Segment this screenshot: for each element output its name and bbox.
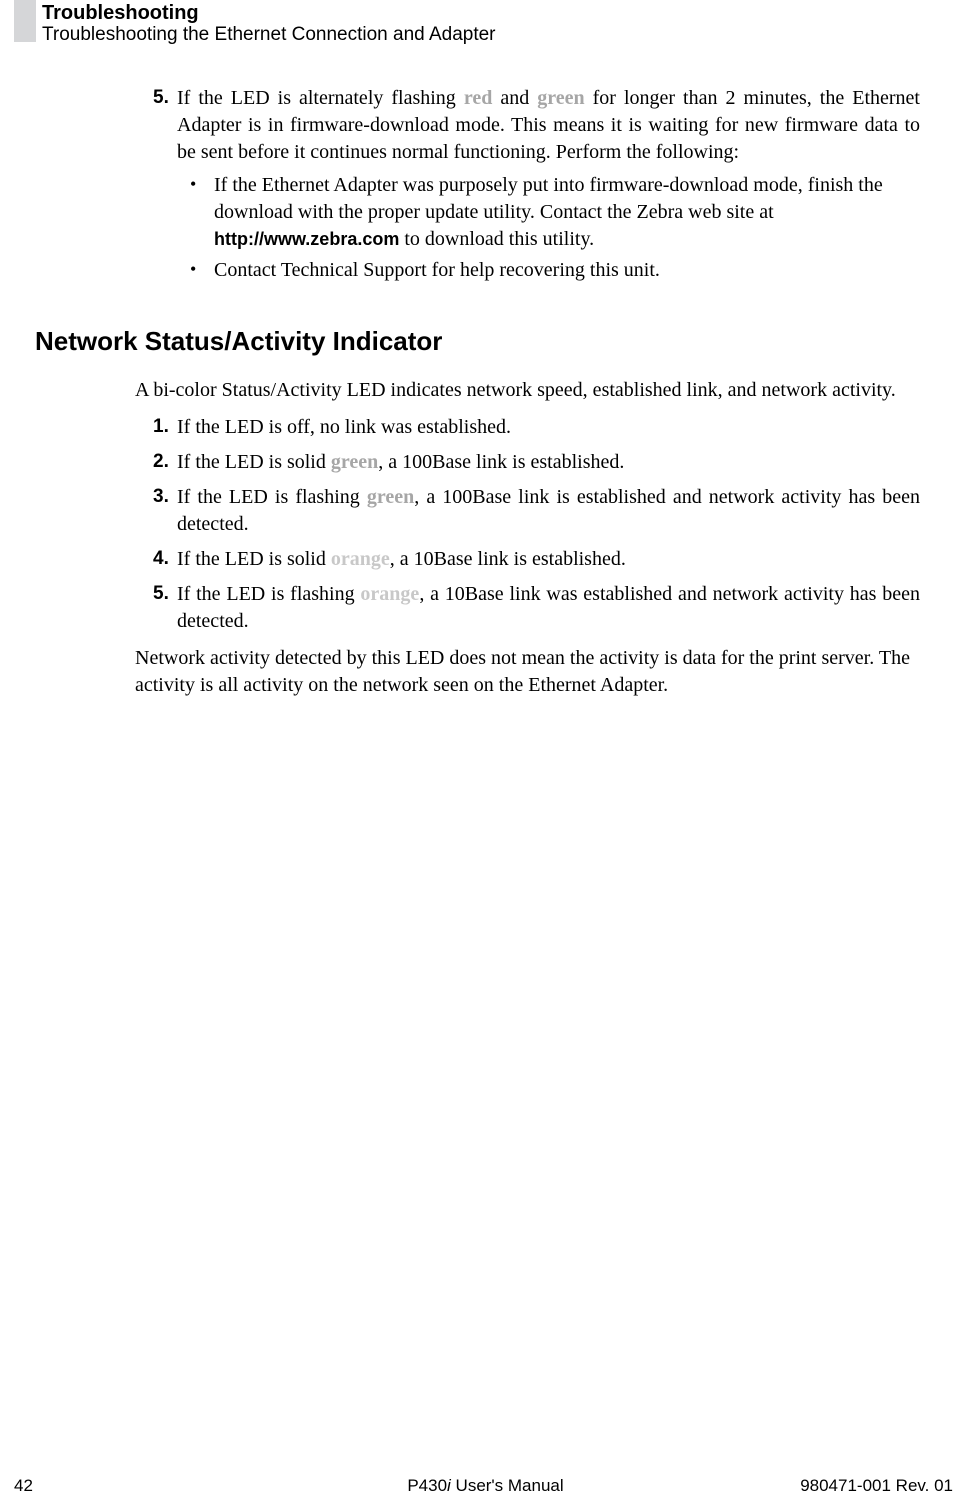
intro-paragraph: A bi-color Status/Activity LED indicates… [135, 377, 920, 404]
list-item-1: 1. If the LED is off, no link was establ… [153, 414, 920, 441]
list-text: If the LED is alternately flashing red a… [177, 85, 920, 166]
color-word-orange: orange [331, 548, 390, 570]
bullet-text: If the Ethernet Adapter was purposely pu… [214, 172, 920, 253]
sub-bullet-list: • If the Ethernet Adapter was purposely … [190, 172, 920, 284]
page: Troubleshooting Troubleshooting the Ethe… [0, 0, 971, 1505]
header-subtitle: Troubleshooting the Ethernet Connection … [42, 22, 496, 48]
text-fragment: , a 100Base link is established. [378, 451, 624, 473]
list-item-3: 3. If the LED is flashing green, a 100Ba… [153, 484, 920, 538]
list-number: 5. [153, 581, 177, 635]
footer-product-a: P430 [407, 1476, 447, 1495]
list-text: If the LED is solid green, a 100Base lin… [177, 449, 920, 476]
list-item-2: 2. If the LED is solid green, a 100Base … [153, 449, 920, 476]
url-text: http://www.zebra.com [214, 229, 399, 249]
text-fragment: If the LED is solid [177, 548, 331, 570]
numbered-list: 1. If the LED is off, no link was establ… [135, 414, 920, 635]
list-item-4: 4. If the LED is solid orange, a 10Base … [153, 546, 920, 573]
outro-paragraph: Network activity detected by this LED do… [135, 645, 920, 699]
bullet-item: • Contact Technical Support for help rec… [190, 257, 920, 284]
page-footer: 42 P430i User's Manual 980471-001 Rev. 0… [0, 1475, 971, 1499]
list-number: 3. [153, 484, 177, 538]
color-word-orange: orange [360, 583, 419, 605]
color-word-green: green [537, 87, 584, 109]
list-number: 4. [153, 546, 177, 573]
list-number: 1. [153, 414, 177, 441]
list-text: If the LED is solid orange, a 10Base lin… [177, 546, 920, 573]
text-fragment: and [492, 87, 537, 109]
bullet-item: • If the Ethernet Adapter was purposely … [190, 172, 920, 253]
header-accent-box [14, 0, 36, 42]
text-fragment: If the LED is flashing [177, 583, 360, 605]
footer-product-b: User's Manual [451, 1476, 564, 1495]
color-word-green: green [367, 486, 414, 508]
list-number: 2. [153, 449, 177, 476]
list-number: 5. [153, 85, 177, 166]
text-fragment: to download this utility. [399, 228, 594, 250]
color-word-red: red [464, 87, 493, 109]
footer-doc-rev: 980471-001 Rev. 01 [800, 1475, 953, 1498]
list-item-5b: 5. If the LED is flashing orange, a 10Ba… [153, 581, 920, 635]
text-fragment: , a 10Base link is established. [390, 548, 626, 570]
text-fragment: If the LED is solid [177, 451, 331, 473]
content-area: 5. If the LED is alternately flashing re… [135, 85, 920, 709]
text-fragment: If the LED is flashing [177, 486, 367, 508]
list-text: If the LED is flashing orange, a 10Base … [177, 581, 920, 635]
section-heading: Network Status/Activity Indicator [35, 324, 920, 359]
color-word-green: green [331, 451, 378, 473]
bullet-icon: • [190, 172, 214, 253]
bullet-icon: • [190, 257, 214, 284]
list-text: If the LED is off, no link was establish… [177, 414, 920, 441]
text-fragment: If the Ethernet Adapter was purposely pu… [214, 174, 883, 223]
text-fragment: If the LED is alternately flashing [177, 87, 464, 109]
list-item-5: 5. If the LED is alternately flashing re… [153, 85, 920, 166]
list-text: If the LED is flashing green, a 100Base … [177, 484, 920, 538]
bullet-text: Contact Technical Support for help recov… [214, 257, 920, 284]
